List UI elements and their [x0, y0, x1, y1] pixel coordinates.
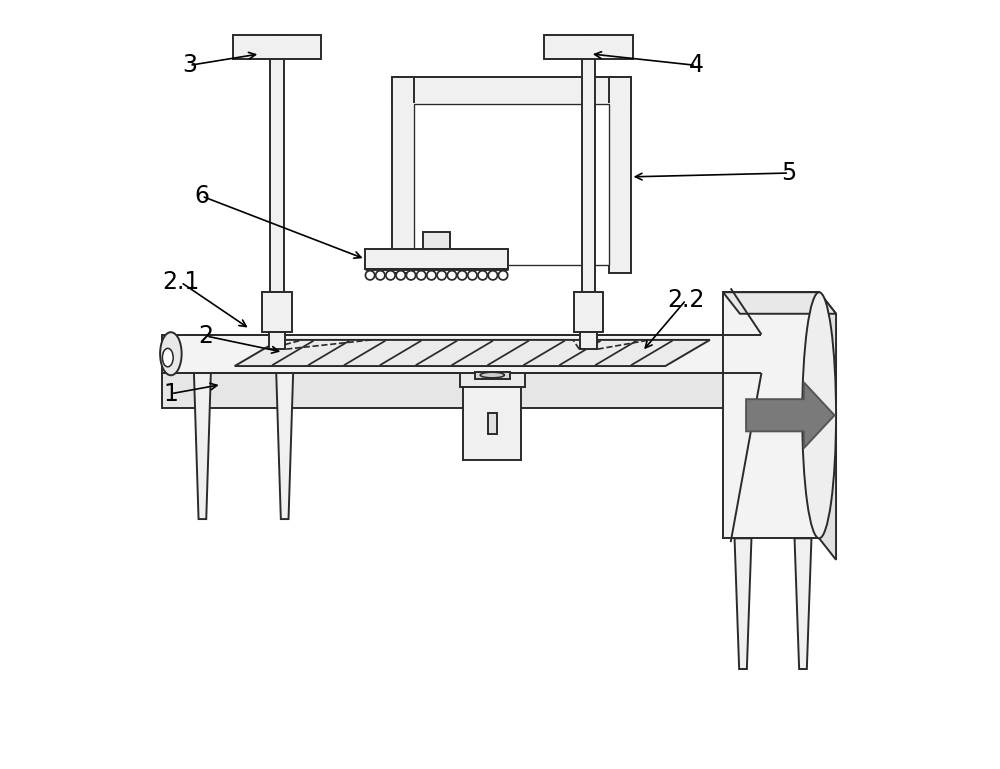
Text: 2.2: 2.2 [667, 288, 705, 312]
Circle shape [417, 271, 426, 280]
Ellipse shape [162, 348, 173, 367]
Text: 5: 5 [782, 161, 797, 185]
Bar [423, 232, 450, 249]
Bar [544, 35, 633, 59]
Text: 2.1: 2.1 [162, 270, 199, 295]
Polygon shape [723, 292, 819, 538]
Bar [475, 371, 510, 378]
Polygon shape [735, 538, 751, 669]
Circle shape [427, 271, 436, 280]
Bar [488, 412, 497, 434]
Bar [270, 35, 284, 292]
Bar [365, 249, 508, 269]
Polygon shape [235, 340, 710, 366]
Bar [582, 35, 595, 292]
Text: 1: 1 [163, 381, 178, 406]
Bar [609, 77, 631, 273]
Circle shape [458, 271, 467, 280]
Circle shape [437, 271, 446, 280]
Circle shape [488, 271, 497, 280]
Polygon shape [162, 335, 761, 373]
Circle shape [468, 271, 477, 280]
Bar [574, 292, 603, 332]
Bar [463, 387, 521, 460]
Text: 2: 2 [199, 324, 214, 348]
Bar [269, 332, 285, 349]
Ellipse shape [802, 292, 836, 538]
Circle shape [498, 271, 508, 280]
Circle shape [365, 271, 375, 280]
Bar [414, 104, 609, 265]
Polygon shape [746, 382, 835, 448]
Bar [392, 77, 414, 273]
Circle shape [406, 271, 416, 280]
Text: 4: 4 [689, 53, 704, 78]
Circle shape [396, 271, 405, 280]
Text: 3: 3 [182, 53, 197, 78]
Circle shape [376, 271, 385, 280]
Ellipse shape [480, 372, 504, 378]
Bar [392, 77, 631, 104]
Bar [262, 292, 292, 332]
Ellipse shape [160, 332, 182, 375]
Bar [233, 35, 321, 59]
Text: 6: 6 [194, 184, 209, 208]
Circle shape [478, 271, 487, 280]
Bar [580, 332, 597, 349]
Polygon shape [194, 373, 211, 519]
Bar [460, 373, 525, 387]
Polygon shape [276, 373, 293, 519]
Polygon shape [162, 373, 761, 408]
Polygon shape [819, 292, 836, 560]
Circle shape [447, 271, 457, 280]
Circle shape [386, 271, 395, 280]
Polygon shape [795, 538, 811, 669]
Polygon shape [723, 292, 836, 314]
Bar [414, 104, 609, 265]
